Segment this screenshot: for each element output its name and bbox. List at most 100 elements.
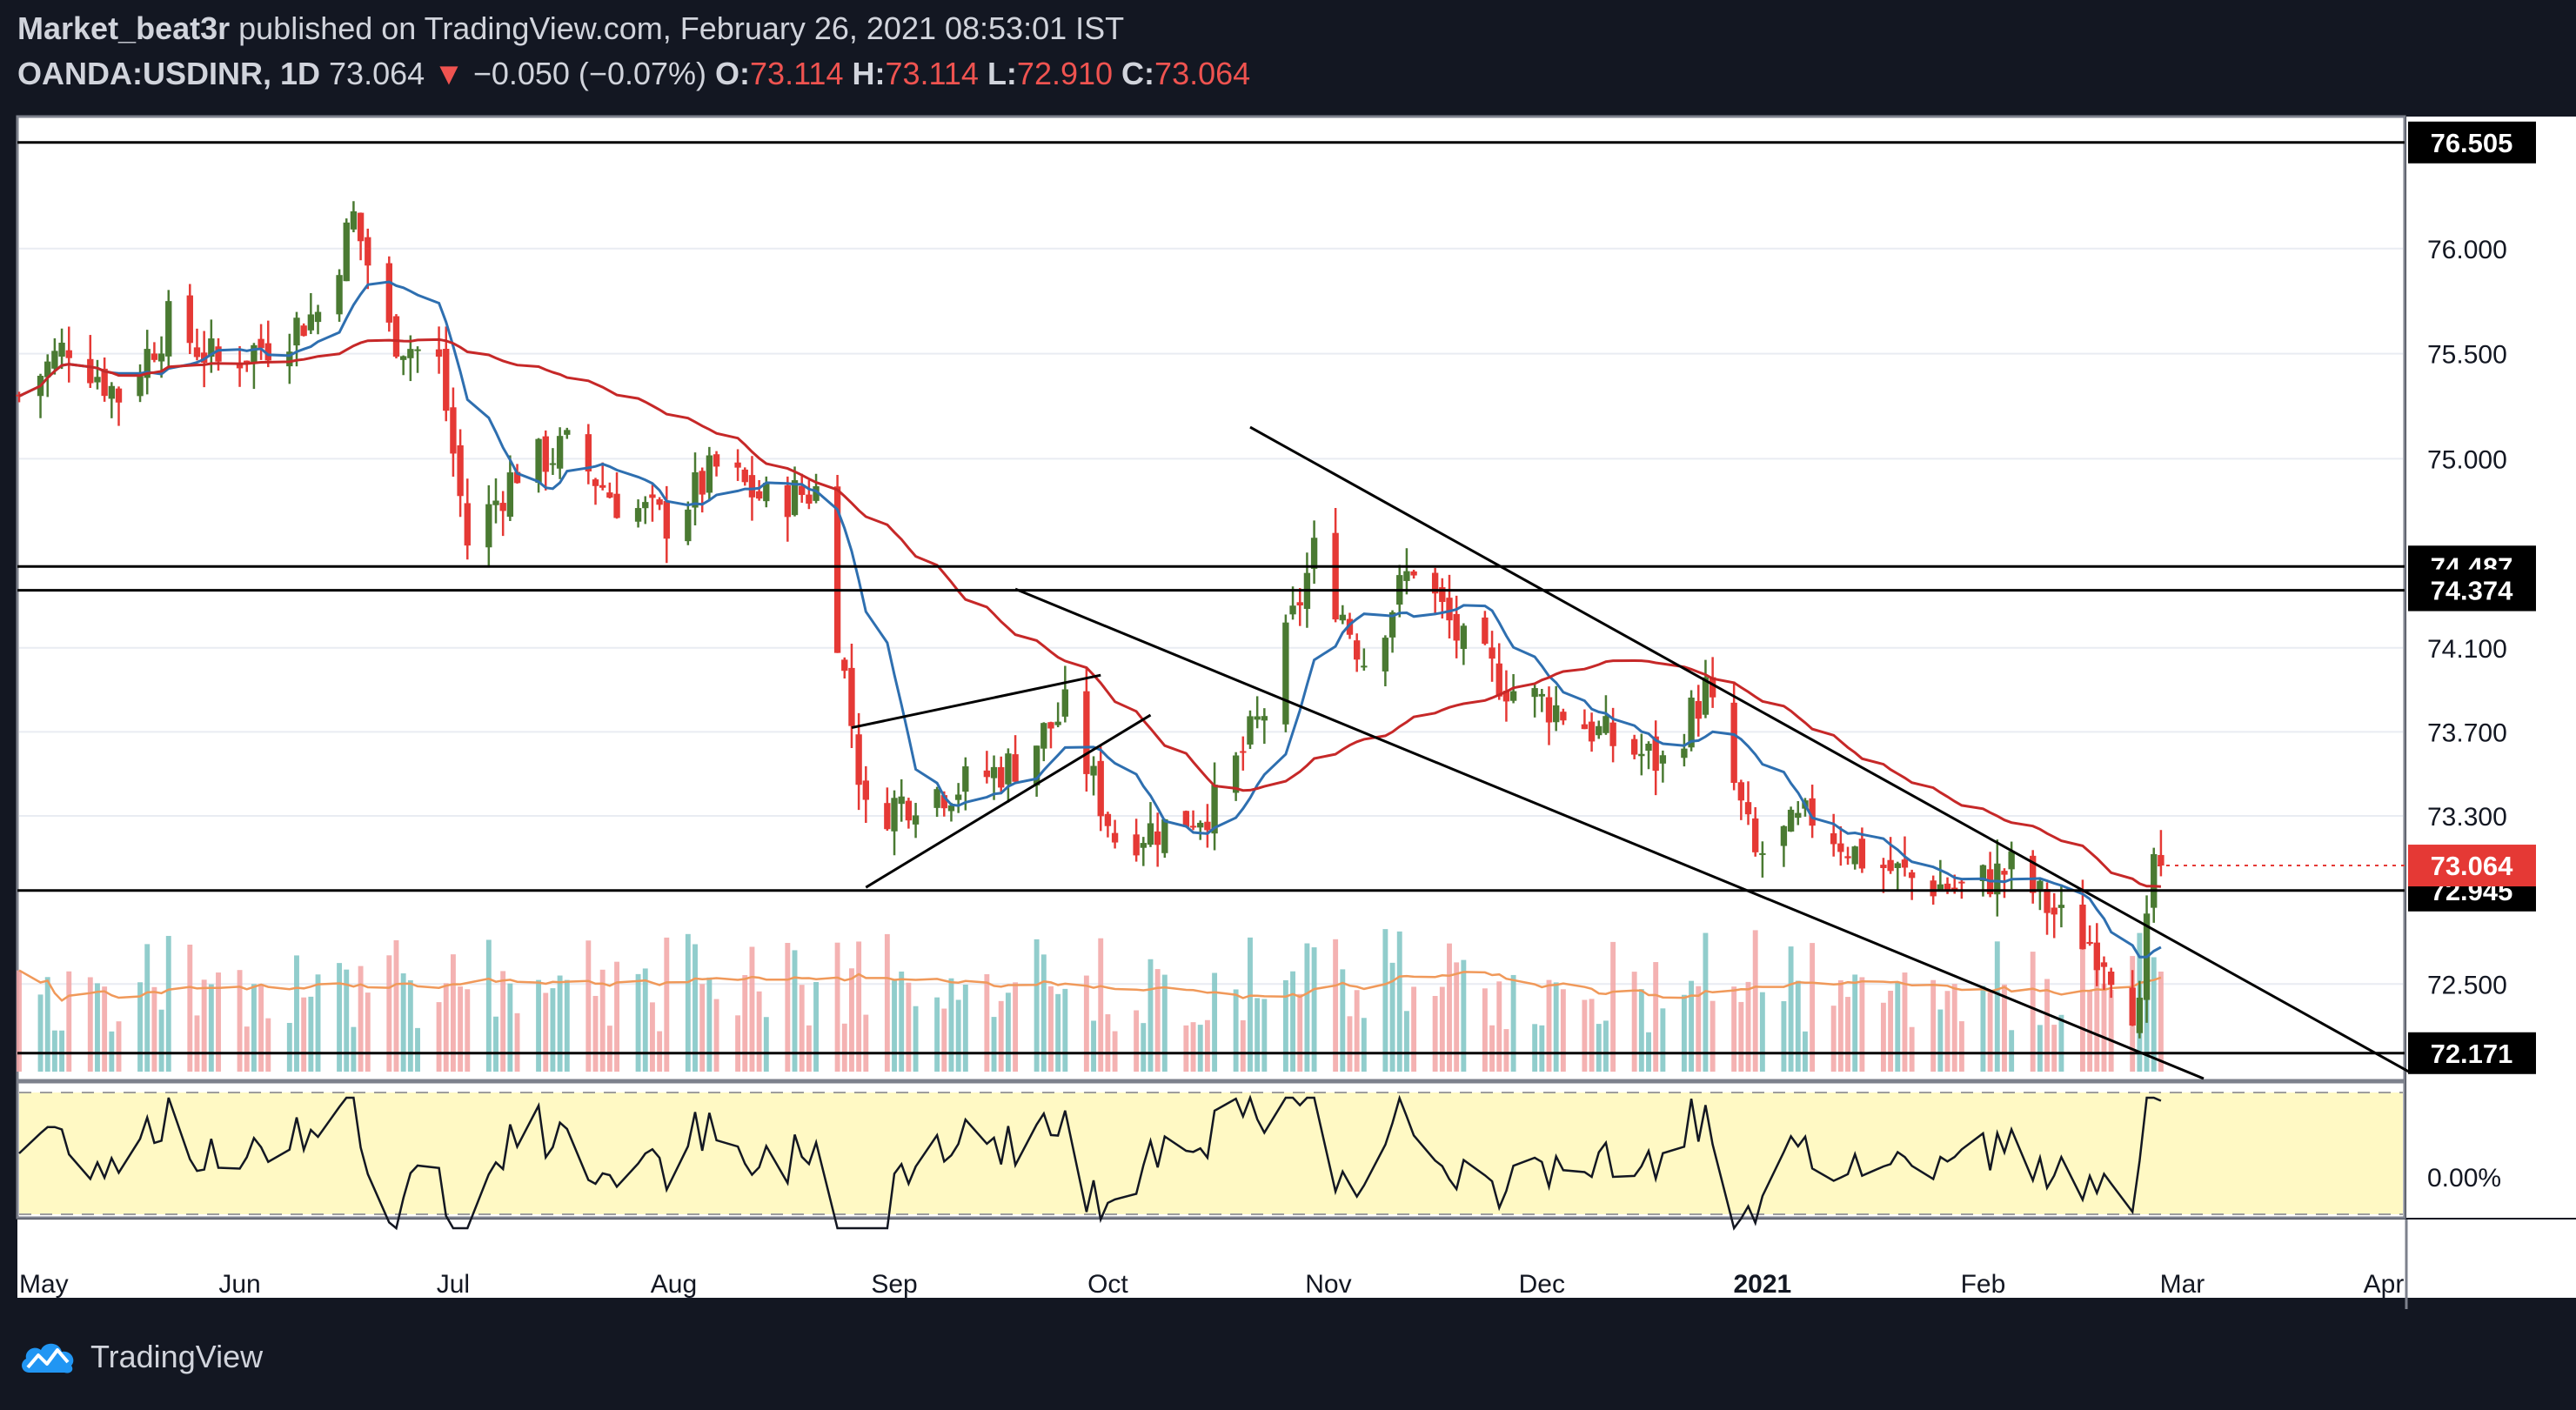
volume-bar [344,969,350,1072]
volume-bar [500,971,506,1072]
volume-bar [1098,938,1104,1072]
volume-bar [244,1026,250,1072]
volume-bar [337,963,343,1072]
volume-bar [1937,1009,1944,1072]
candle-body [385,263,392,323]
volume-bar [458,986,464,1072]
candle-body [1545,697,1553,723]
volume-bar [151,986,157,1072]
volume-bar [913,1006,919,1072]
volume-bar [1282,979,1288,1072]
volume-bar [1040,954,1047,1072]
volume-bar [906,982,912,1072]
trendline [1249,425,2411,1074]
candle-body [1908,872,1916,879]
candle-body [1737,782,1745,801]
candle-body [791,480,799,516]
volume-bar [1660,1008,1666,1072]
candle-body [137,376,144,397]
candle-body [606,492,613,498]
volume-bar [1354,990,1360,1072]
candle-body [685,509,692,542]
candle-body [549,463,557,465]
tradingview-footer[interactable]: TradingView [17,1338,263,1376]
price-pane[interactable] [16,115,2406,1082]
candle-body [151,353,158,360]
volume-bar [941,1008,947,1072]
volume-bar [606,1026,612,1072]
candle-body [649,494,656,498]
volume-bar [792,950,798,1072]
candle-body [1880,865,1887,868]
candle-body [2136,998,2144,1033]
candle-body [264,343,271,361]
volume-bar [1183,1025,1189,1072]
volume-bar [493,1016,498,1072]
candle-body [884,803,891,830]
volume-bar [1005,992,1011,1072]
volume-bar [436,1002,442,1072]
candle-body [1809,798,1816,826]
candle-body [193,347,201,358]
time-tick-label: Feb [1961,1270,2006,1299]
candle-body [1681,748,1688,758]
volume-bar [158,1009,164,1072]
candle-body [813,485,820,501]
volume-bar [1689,980,1695,1072]
volume-bar [2009,1030,2015,1072]
volume-bar [1248,937,1253,1072]
time-tick-label: Mar [2160,1270,2205,1299]
horizontal-levels [17,141,2405,1055]
candle-body [1560,712,1567,721]
candle-body [108,385,116,399]
volume-bar [1745,981,1751,1072]
volume-bar [351,1026,357,1072]
volume-bar [856,941,862,1072]
volume-bar [1204,1019,1210,1072]
volume-bar [806,1025,812,1072]
candle-body [1509,691,1517,701]
symbol-line: OANDA:USDINR, 1D 73.064 ▼ −0.050 (−0.07%… [17,56,1250,92]
volume-bar [165,935,171,1072]
candle-body [1054,721,1061,725]
volume-bar [1681,994,1687,1072]
candle-body [1944,883,1951,891]
candle-body [464,503,471,546]
open-label: O: [715,56,751,91]
candle-body [101,368,108,397]
candle-body [1346,618,1354,635]
volume-bar [1261,999,1268,1072]
candle-body [1837,843,1844,852]
oscillator-band [19,1093,2403,1214]
candle-body [741,469,748,483]
candle-body [1744,802,1752,815]
volume-bar [1610,941,1616,1072]
candle-body [1033,745,1040,785]
candle-body [748,475,756,498]
symbol-label[interactable]: OANDA:USDINR, 1D [17,56,321,91]
candle-body [1211,785,1218,834]
candle-body [933,789,940,808]
volume-bar [1403,1011,1409,1072]
publish-line: Market_beat3r published on TradingView.c… [17,10,1124,47]
volume-bar [834,942,840,1072]
level-label-text: 72.171 [2431,1039,2513,1069]
volume-bar [1311,947,1317,1072]
candle-body [1787,809,1795,832]
candle-body [734,462,741,468]
volume-bar [109,1031,115,1072]
author-name[interactable]: Market_beat3r [17,10,231,46]
candle-body [286,351,293,367]
candle-body [585,434,592,471]
time-axis[interactable] [17,1220,2576,1298]
oscillator-line [18,1094,2162,1231]
volume-bar [1602,1020,1609,1072]
close-label: C: [1121,56,1155,91]
candle-body [1531,688,1538,698]
volume-bar [44,977,50,1072]
candle-body [1310,538,1318,569]
candle-body [1453,613,1460,641]
time-tick-label: 2021 [1734,1270,1792,1299]
